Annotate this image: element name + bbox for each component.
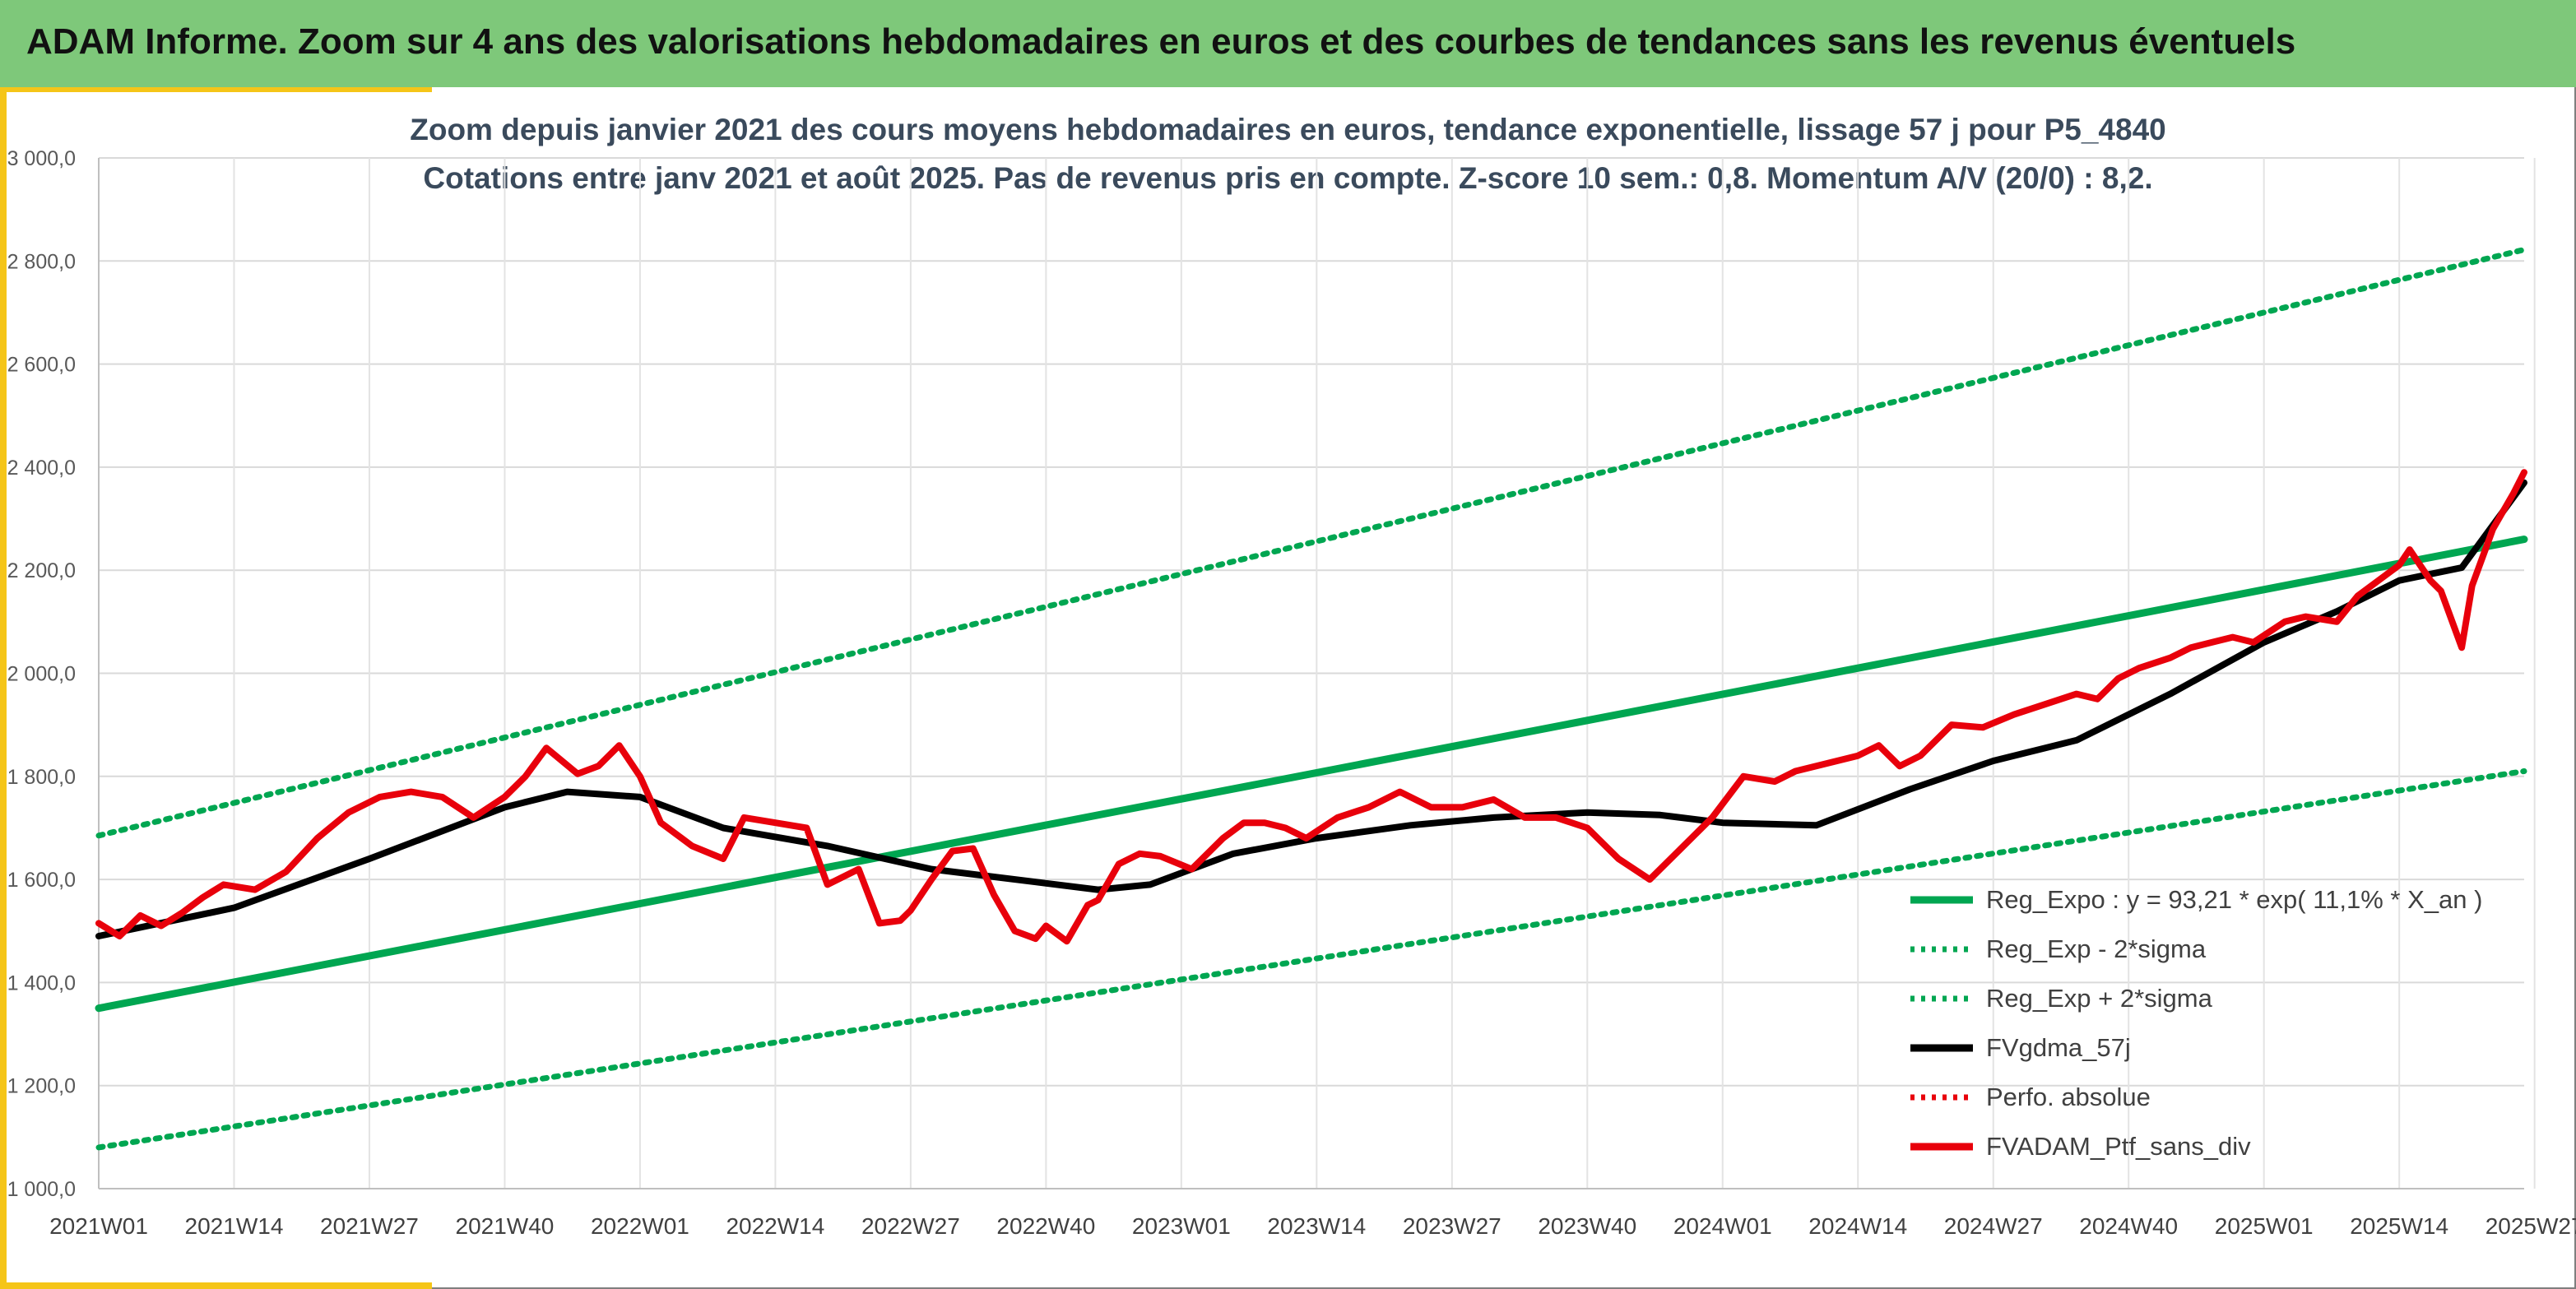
gold-accent-left (0, 87, 7, 1288)
chart-title: Zoom depuis janvier 2021 des cours moyen… (410, 113, 2166, 146)
x-tick-label: 2023W27 (1403, 1213, 1502, 1239)
reg-expo-line (95, 536, 2528, 1013)
y-tick-label: 2 600,0 (7, 354, 76, 377)
legend-swatch (1910, 1044, 1973, 1052)
x-tick-label: 2022W14 (726, 1213, 824, 1239)
x-tick-label: 2023W14 (1267, 1213, 1366, 1239)
x-tick-label: 2021W40 (456, 1213, 555, 1239)
legend-item: Reg_Expo : y = 93,21 * exp( 11,1% * X_an… (1909, 875, 2482, 925)
legend-label: Reg_Exp + 2*sigma (1986, 984, 2212, 1013)
y-tick-label: 1 200,0 (7, 1075, 76, 1098)
legend-label: Reg_Expo : y = 93,21 * exp( 11,1% * X_an… (1986, 885, 2483, 914)
legend-swatch (1910, 946, 1973, 953)
legend-item: Reg_Exp + 2*sigma (1909, 974, 2212, 1023)
y-tick-label: 1 000,0 (7, 1178, 76, 1201)
legend-label: Perfo. absolue (1986, 1083, 2151, 1111)
y-tick-label: 2 800,0 (7, 250, 76, 273)
x-tick-label: 2024W27 (1944, 1213, 2043, 1239)
x-tick-label: 2025W14 (2350, 1213, 2448, 1239)
reg-exp-minus-2sigma-line (95, 768, 2527, 1151)
x-tick-label: 2022W40 (996, 1213, 1095, 1239)
x-tick-label: 2023W01 (1132, 1213, 1231, 1239)
reg-exp-plus-2sigma-line (95, 247, 2527, 839)
legend-swatch (1910, 995, 1973, 1002)
legend-item: FVADAM_Ptf_sans_div (1909, 1122, 2251, 1171)
gold-accent-top (0, 87, 432, 92)
legend-swatch (1910, 896, 1973, 904)
fvadam-ptf-sans-div-line (95, 469, 2527, 945)
fvgdma-57j-line (95, 479, 2527, 939)
legend-label: Reg_Exp - 2*sigma (1986, 934, 2207, 963)
x-tick-label: 2024W14 (1808, 1213, 1907, 1239)
x-tick-label: 2021W14 (185, 1213, 284, 1239)
y-tick-label: 2 400,0 (7, 457, 76, 480)
x-tick-label: 2022W01 (591, 1213, 689, 1239)
legend-label: FVgdma_57j (1986, 1033, 2131, 1062)
y-tick-label: 2 200,0 (7, 559, 76, 582)
top-banner: ADAM Informe. Zoom sur 4 ans des valoris… (0, 0, 2576, 87)
legend-item: FVgdma_57j (1909, 1023, 2131, 1073)
x-tick-label: 2025W27 (2485, 1213, 2576, 1239)
x-tick-label: 2022W27 (861, 1213, 960, 1239)
x-tick-label: 2025W01 (2215, 1213, 2314, 1239)
legend-label: FVADAM_Ptf_sans_div (1986, 1132, 2251, 1161)
y-tick-label: 2 000,0 (7, 663, 76, 686)
legend-swatch (1910, 1143, 1973, 1151)
y-tick-label: 1 800,0 (7, 766, 76, 789)
x-tick-label: 2024W01 (1673, 1213, 1772, 1239)
chart-subtitle: Cotations entre janv 2021 et août 2025. … (423, 161, 2153, 195)
x-tick-label: 2024W40 (2079, 1213, 2178, 1239)
legend-item: Perfo. absolue (1909, 1073, 2151, 1122)
y-tick-label: 3 000,0 (7, 147, 76, 170)
y-tick-label: 1 400,0 (7, 971, 76, 995)
gold-accent-bottom (0, 1282, 432, 1289)
banner-title: ADAM Informe. Zoom sur 4 ans des valoris… (26, 21, 2296, 62)
legend-item: Reg_Exp - 2*sigma (1909, 925, 2206, 974)
y-tick-label: 1 600,0 (7, 869, 76, 892)
x-tick-label: 2021W27 (320, 1213, 419, 1239)
x-tick-label: 2023W40 (1538, 1213, 1636, 1239)
legend-swatch (1910, 1094, 1973, 1101)
x-tick-label: 2021W01 (49, 1213, 148, 1239)
